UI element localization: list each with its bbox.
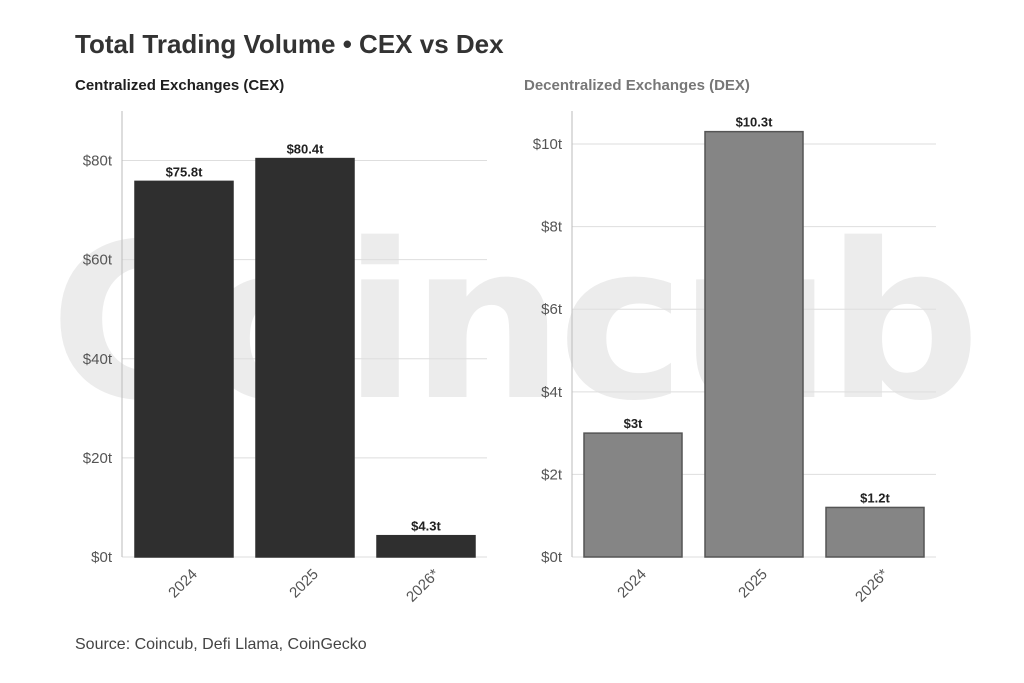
cex-y-tick-label: $0t xyxy=(91,549,113,566)
cex-bar-2026 xyxy=(376,534,476,558)
cex-y-tick-label: $60t xyxy=(83,252,113,269)
dex-y-tick-label: $8t xyxy=(541,219,563,236)
source-note: Source: Coincub, Defi Llama, CoinGecko xyxy=(75,636,367,653)
cex-bar-2025 xyxy=(255,157,355,558)
cex-data-label: $4.3t xyxy=(411,519,441,534)
dex-bar-2024 xyxy=(583,432,683,558)
dex-data-label: $10.3t xyxy=(736,115,774,130)
cex-subtitle: Centralized Exchanges (CEX) xyxy=(75,77,285,94)
chart-title: Total Trading Volume • CEX vs Dex xyxy=(75,29,504,59)
dex-x-tick-label: 2025 xyxy=(735,566,771,602)
dex-subtitle: Decentralized Exchanges (DEX) xyxy=(524,77,750,94)
dex-y-tick-label: $4t xyxy=(541,384,563,401)
dex-data-label: $1.2t xyxy=(860,490,890,505)
dex-bar-2026 xyxy=(825,506,925,558)
cex-y-tick-label: $40t xyxy=(83,351,113,368)
cex-data-label: $75.8t xyxy=(166,164,204,179)
cex-x-tick-label: 2026* xyxy=(403,566,443,606)
cex-x-tick-label: 2024 xyxy=(165,566,201,602)
dex-y-tick-label: $10t xyxy=(533,136,563,153)
cex-y-tick-label: $20t xyxy=(83,450,113,467)
cex-bar-2024 xyxy=(134,180,234,558)
dex-bar-2025 xyxy=(704,130,804,558)
dex-y-tick-label: $6t xyxy=(541,301,563,318)
cex-data-label: $80.4t xyxy=(287,142,325,157)
cex-y-tick-label: $80t xyxy=(83,153,113,170)
dex-y-tick-label: $0t xyxy=(541,549,563,566)
cex-x-tick-label: 2025 xyxy=(286,566,322,602)
dex-data-label: $3t xyxy=(624,416,643,431)
dex-x-tick-label: 2026* xyxy=(852,566,892,606)
dex-y-tick-label: $2t xyxy=(541,466,563,483)
dex-x-tick-label: 2024 xyxy=(614,566,650,602)
